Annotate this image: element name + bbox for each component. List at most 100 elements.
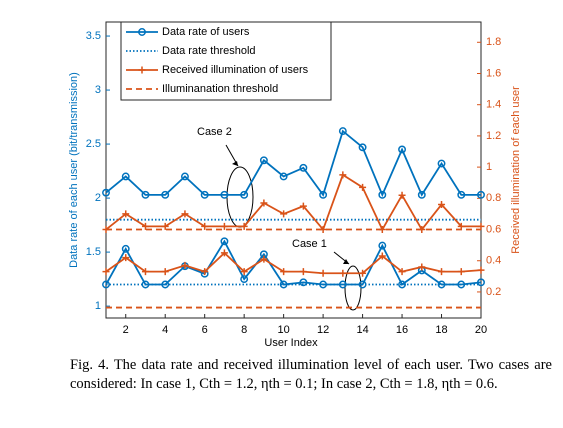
- point: [141, 222, 149, 230]
- x-tick-label: 16: [396, 324, 408, 336]
- point: [122, 254, 130, 262]
- x-tick-label: 14: [356, 324, 368, 336]
- point: [338, 280, 347, 289]
- point: [359, 269, 367, 277]
- point: [338, 127, 347, 136]
- y-tick-label: 3: [95, 84, 101, 96]
- point: [201, 268, 209, 276]
- point: [280, 268, 288, 276]
- point: [279, 280, 288, 289]
- point: [280, 210, 288, 218]
- legend-marker: [138, 66, 146, 74]
- y2-tick-label: 1.6: [486, 67, 501, 79]
- point: [398, 268, 406, 276]
- point: [358, 143, 367, 152]
- point: [240, 190, 249, 199]
- point: [359, 183, 367, 191]
- point: [102, 268, 110, 276]
- point: [477, 190, 485, 199]
- series-line: [105, 239, 482, 286]
- y2-tick-label: 1.2: [486, 130, 501, 142]
- legend-label: Received illumination of users: [162, 64, 309, 76]
- y2-tick-label: 1.8: [486, 36, 501, 48]
- x-tick-label: 2: [123, 324, 129, 336]
- point: [437, 280, 446, 289]
- point: [457, 268, 465, 276]
- case2-arrowhead: [232, 161, 238, 166]
- annotation: Case 1: [292, 238, 327, 250]
- point: [299, 202, 307, 210]
- point: [260, 199, 268, 207]
- caption: Fig. 4. The data rate and received illum…: [70, 357, 552, 392]
- point: [122, 210, 130, 218]
- point: [141, 268, 149, 276]
- point: [299, 268, 307, 276]
- annotation: Case 2: [197, 126, 232, 138]
- point: [319, 190, 328, 199]
- legend-label: Data rate threshold: [162, 45, 256, 57]
- chart: User Index Data rate of each user (bit/t…: [68, 21, 522, 349]
- y2-tick-label: 0.6: [486, 223, 501, 235]
- point: [220, 222, 228, 230]
- x-tick-label: 20: [475, 324, 487, 336]
- point: [201, 222, 209, 230]
- point: [240, 268, 248, 276]
- y-tick-label: 1.5: [86, 246, 101, 258]
- point: [378, 252, 386, 260]
- point: [161, 222, 169, 230]
- x-tick-label: 4: [162, 324, 168, 336]
- y2-tick-label: 0.2: [486, 286, 501, 298]
- point: [398, 191, 406, 199]
- x-axis-label: User Index: [264, 337, 318, 349]
- point: [121, 172, 130, 181]
- series-line: [105, 173, 481, 232]
- point: [438, 268, 446, 276]
- point: [378, 190, 387, 199]
- y2-axis-label: Received illumination of each user: [510, 86, 522, 254]
- y2-tick-label: 0.8: [486, 192, 501, 204]
- series-line: [105, 251, 482, 275]
- point: [477, 278, 485, 287]
- point: [102, 188, 110, 197]
- point: [220, 249, 228, 257]
- y2-tick-label: 1: [486, 161, 492, 173]
- x-tick-label: 6: [202, 324, 208, 336]
- point: [279, 172, 288, 181]
- point: [240, 222, 248, 230]
- legend-box: [120, 21, 332, 101]
- point: [181, 261, 189, 269]
- point: [438, 201, 446, 209]
- point: [259, 156, 268, 165]
- point: [299, 163, 308, 172]
- y-tick-label: 3.5: [86, 30, 101, 42]
- point: [299, 278, 308, 287]
- legend-label: Illuminanation threshold: [162, 83, 278, 95]
- point: [457, 190, 466, 199]
- point: [141, 190, 150, 199]
- point: [418, 263, 426, 271]
- point: [437, 159, 446, 168]
- point: [339, 171, 347, 179]
- point: [398, 145, 407, 154]
- legend-marker: [138, 28, 146, 36]
- point: [220, 237, 229, 246]
- point: [220, 190, 229, 199]
- legend: Data rate of users Data rate threshold Rec…: [120, 21, 332, 101]
- point: [319, 269, 327, 277]
- point: [378, 241, 387, 250]
- point: [161, 190, 170, 199]
- x-tick-label: 10: [278, 324, 290, 336]
- series-line: [105, 129, 481, 198]
- y-tick-label: 2.5: [86, 138, 101, 150]
- point: [161, 268, 169, 276]
- y-axis-label: Data rate of each user (bit/transmission…: [68, 72, 80, 268]
- point: [180, 172, 189, 181]
- point: [339, 269, 347, 277]
- case1-arrowhead: [343, 259, 349, 264]
- x-tick-label: 8: [241, 324, 247, 336]
- point: [200, 190, 209, 199]
- y-tick-label: 2: [95, 192, 101, 204]
- point: [417, 190, 426, 199]
- point: [477, 266, 485, 274]
